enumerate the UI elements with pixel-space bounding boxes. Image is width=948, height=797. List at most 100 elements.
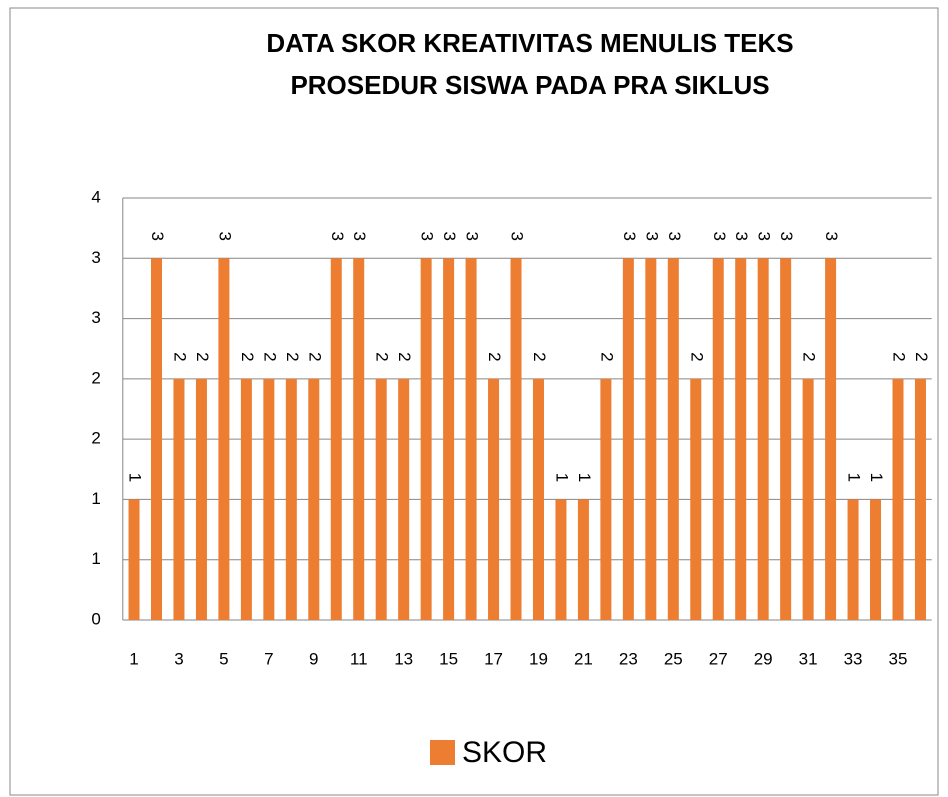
data-label: 2	[687, 352, 706, 361]
bar	[870, 499, 882, 620]
bar	[308, 378, 320, 620]
data-label: 3	[822, 232, 841, 241]
bar	[802, 378, 814, 620]
x-tick-label: 9	[309, 649, 318, 668]
x-tick-label: 1	[129, 649, 138, 668]
bar	[510, 258, 522, 620]
bar	[555, 499, 567, 620]
data-label: 3	[440, 232, 459, 241]
bar	[712, 258, 724, 620]
data-label: 1	[552, 473, 571, 482]
bar	[218, 258, 230, 620]
data-label: 3	[710, 232, 729, 241]
data-label: 3	[215, 232, 234, 241]
bar	[285, 378, 297, 620]
bar	[398, 378, 410, 620]
data-label: 3	[777, 232, 796, 241]
y-tick-label: 4	[91, 187, 100, 206]
y-tick-label: 1	[91, 549, 100, 568]
y-tick-label: 2	[91, 368, 100, 387]
data-label: 3	[463, 232, 482, 241]
data-label: 2	[170, 352, 189, 361]
data-label: 2	[485, 352, 504, 361]
x-tick-label: 21	[574, 649, 593, 668]
x-tick-label: 23	[619, 649, 638, 668]
bar	[420, 258, 432, 620]
x-tick-label: 25	[664, 649, 683, 668]
y-tick-label: 1	[91, 489, 100, 508]
data-label: 3	[755, 232, 774, 241]
x-tick-label: 13	[394, 649, 413, 668]
bar	[735, 258, 747, 620]
x-tick-label: 17	[484, 649, 503, 668]
data-label: 2	[193, 352, 212, 361]
data-label: 3	[418, 232, 437, 241]
x-tick-label: 19	[529, 649, 548, 668]
bar	[532, 378, 544, 620]
data-label: 2	[260, 352, 279, 361]
bar	[645, 258, 657, 620]
x-tick-label: 11	[350, 649, 368, 668]
x-tick-label: 35	[889, 649, 908, 668]
bar	[128, 499, 140, 620]
bar	[240, 378, 252, 620]
bar	[622, 258, 634, 620]
data-label: 3	[328, 232, 347, 241]
data-label: 3	[508, 232, 527, 241]
bar	[465, 258, 477, 620]
data-label: 3	[642, 232, 661, 241]
y-tick-label: 3	[91, 308, 100, 327]
x-tick-label: 3	[174, 649, 183, 668]
y-tick-label: 3	[91, 248, 100, 267]
legend-label: SKOR	[462, 736, 547, 769]
bar	[195, 378, 207, 620]
bar	[892, 378, 904, 620]
bar	[151, 258, 163, 620]
data-label: 3	[620, 232, 639, 241]
x-tick-label: 5	[219, 649, 228, 668]
bar	[330, 258, 342, 620]
chart-title: DATA SKOR KREATIVITAS MENULIS TEKS	[266, 28, 793, 58]
data-label: 2	[283, 352, 302, 361]
bar	[488, 378, 500, 620]
bar	[173, 378, 185, 620]
data-label: 2	[912, 352, 931, 361]
bar	[577, 499, 589, 620]
data-label: 2	[530, 352, 549, 361]
data-label: 1	[845, 473, 864, 482]
bar	[847, 499, 859, 620]
bar	[600, 378, 612, 620]
bar	[825, 258, 837, 620]
x-tick-label: 29	[754, 649, 773, 668]
bar	[757, 258, 769, 620]
chart-title: PROSEDUR SISWA PADA PRA SIKLUS	[290, 70, 769, 100]
bar	[914, 378, 926, 620]
y-tick-label: 0	[91, 609, 100, 628]
bar	[667, 258, 679, 620]
data-label: 1	[867, 473, 886, 482]
data-label: 2	[800, 352, 819, 361]
data-label: 3	[732, 232, 751, 241]
bar	[780, 258, 792, 620]
x-tick-label: 7	[264, 649, 273, 668]
x-tick-label: 31	[799, 649, 818, 668]
bar	[353, 258, 365, 620]
legend-swatch	[430, 740, 455, 765]
data-label: 1	[575, 473, 594, 482]
y-tick-label: 2	[91, 429, 100, 448]
data-label: 1	[126, 473, 145, 482]
bar	[263, 378, 275, 620]
bar	[375, 378, 387, 620]
data-label: 2	[305, 352, 324, 361]
bar	[443, 258, 455, 620]
bar	[690, 378, 702, 620]
x-tick-label: 15	[439, 649, 458, 668]
x-tick-label: 27	[709, 649, 728, 668]
x-tick-label: 33	[844, 649, 863, 668]
data-label: 3	[350, 232, 369, 241]
data-label: 3	[148, 232, 167, 241]
data-label: 2	[890, 352, 909, 361]
data-label: 3	[665, 232, 684, 241]
